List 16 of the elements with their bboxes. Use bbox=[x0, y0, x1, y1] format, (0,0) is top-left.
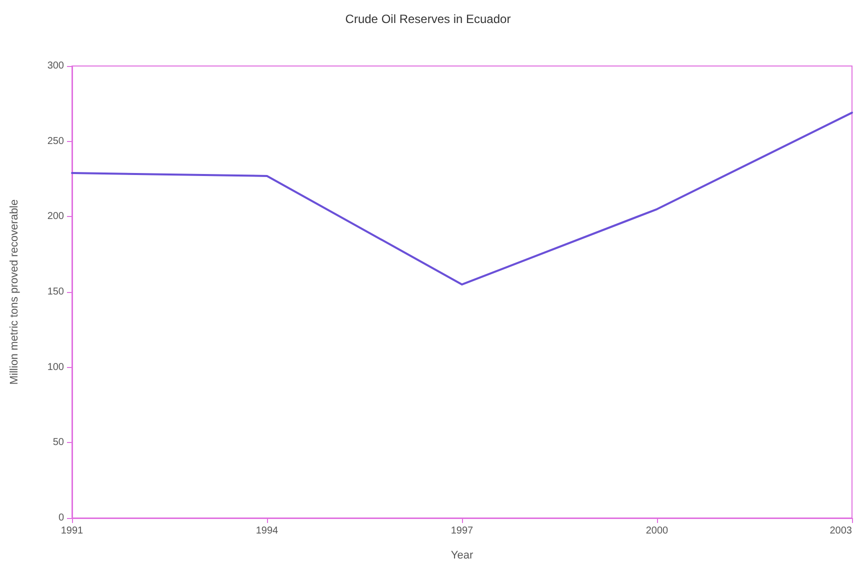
y-tick-label: 300 bbox=[47, 60, 64, 72]
x-tick-label: 1991 bbox=[60, 526, 84, 536]
x-axis-title: Year bbox=[450, 550, 474, 562]
y-tick-label: 150 bbox=[47, 286, 64, 298]
y-tick-label: 0 bbox=[58, 512, 64, 524]
line-series bbox=[71, 112, 853, 286]
x-tick-label: 2000 bbox=[646, 526, 669, 536]
y-tick-label: 200 bbox=[47, 211, 64, 222]
chart-title: Crude Oil Reserves in Ecuador bbox=[345, 12, 511, 26]
x-tick-label: 1994 bbox=[256, 526, 279, 536]
x-tick-label: 2003 bbox=[830, 526, 852, 536]
y-tick-label: 50 bbox=[52, 437, 64, 448]
y-tick-label: 250 bbox=[47, 136, 64, 147]
y-tick-label: 100 bbox=[47, 362, 64, 373]
y-axis-title: Million metric tons proved recoverable bbox=[8, 199, 20, 385]
x-tick-label: 1997 bbox=[450, 526, 474, 536]
